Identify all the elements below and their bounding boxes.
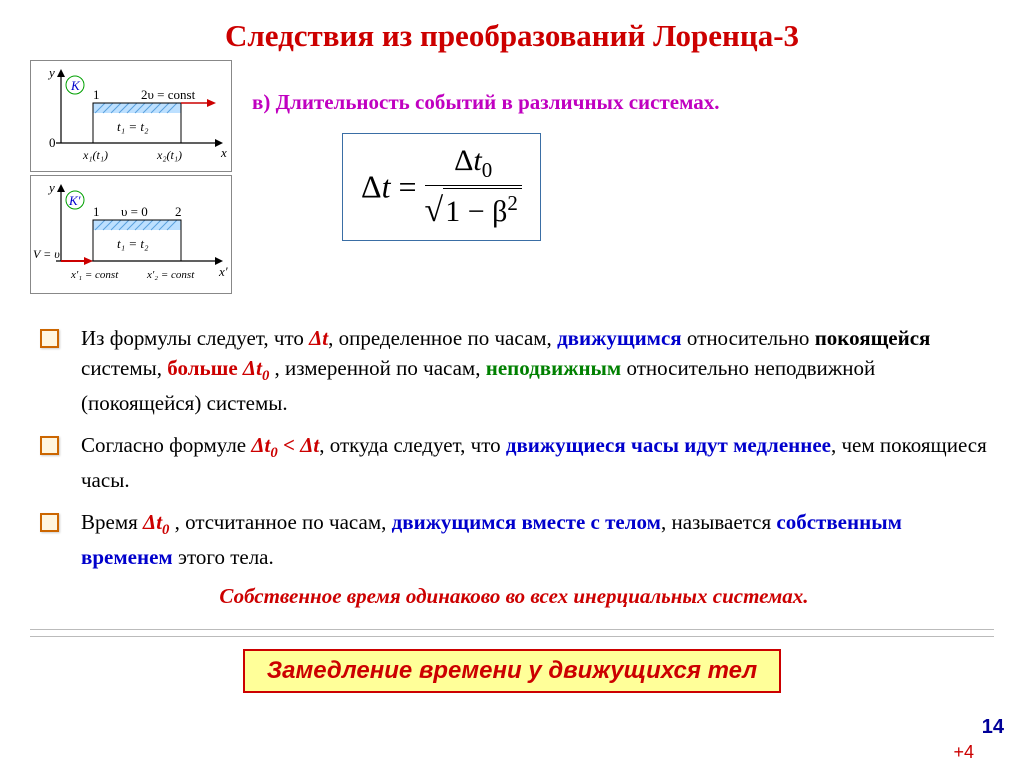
highlight-box: Замедление времени у движущихся тел — [243, 649, 781, 693]
origin-zero: 0 — [49, 135, 56, 150]
diag-top-1: 1 — [93, 87, 100, 102]
frame-label-k: K — [70, 78, 81, 93]
bullet-icon — [40, 436, 59, 455]
footer: Замедление времени у движущихся тел — [30, 629, 994, 693]
frame-label-kprime: K′ — [68, 193, 81, 208]
formula-lhs: Δt = — [361, 169, 425, 205]
diag-top-xr: x₂(t₁) — [156, 148, 182, 162]
subtitle: в) Длительность событий в различных сист… — [252, 90, 994, 115]
emphasis-line: Собственное время одинаково во всех инер… — [40, 584, 988, 609]
diag-bot-xl: x′₁ = const — [70, 269, 119, 281]
diagram-column: y x 0 K — [30, 60, 240, 297]
diag-bot-inside: t₁ = t₂ — [117, 236, 149, 251]
plus-four: +4 — [953, 742, 974, 763]
diag-top-xl: x₁(t₁) — [82, 148, 108, 162]
page-number: 14 — [982, 716, 1004, 739]
diag-bot-1: 1 — [93, 204, 100, 219]
divider — [30, 636, 994, 637]
diag-top-inside: t₁ = t₂ — [117, 119, 149, 134]
bullet-icon — [40, 329, 59, 348]
diag-bot-2: 2 — [175, 204, 182, 219]
diag-bot-xr: x′₂ = const — [146, 269, 195, 281]
list-item: Согласно формуле Δt0 < Δt, откуда следуе… — [40, 430, 988, 495]
bullet-2-text: Согласно формуле Δt0 < Δt, откуда следуе… — [81, 430, 988, 495]
axis-y2-label: y — [47, 180, 55, 195]
page-title: Следствия из преобразований Лоренца-3 — [30, 18, 994, 54]
formula-numer: Δt0 — [425, 144, 522, 186]
bullet-3-text: Время Δt0 , отсчитанное по часам, движущ… — [81, 507, 988, 572]
list-item: Из формулы следует, что Δt, определенное… — [40, 323, 988, 418]
axis-y-label: y — [47, 65, 55, 80]
bullet-list: Из формулы следует, что Δt, определенное… — [30, 323, 994, 609]
formula-box: Δt = Δt0 √1 − β2 — [342, 133, 541, 241]
axis-x2-label: x′ — [218, 264, 228, 279]
axis-x-label: x — [220, 145, 227, 160]
bullet-icon — [40, 513, 59, 532]
right-area: в) Длительность событий в различных сист… — [252, 60, 994, 241]
diag-bot-v0: υ = 0 — [121, 204, 148, 219]
diagram-k: y x 0 K — [30, 60, 232, 172]
diag-bot-vlabel: V = υ — [33, 247, 60, 261]
top-row: y x 0 K — [30, 60, 994, 297]
formula-denom: √1 − β2 — [425, 186, 522, 230]
slide: Следствия из преобразований Лоренца-3 y … — [0, 0, 1024, 767]
diagram-kprime: y x′ K′ 1 υ = 0 — [30, 175, 232, 294]
diag-top-2v: 2υ = const — [141, 87, 196, 102]
bullet-1-text: Из формулы следует, что Δt, определенное… — [81, 323, 988, 418]
list-item: Время Δt0 , отсчитанное по часам, движущ… — [40, 507, 988, 572]
